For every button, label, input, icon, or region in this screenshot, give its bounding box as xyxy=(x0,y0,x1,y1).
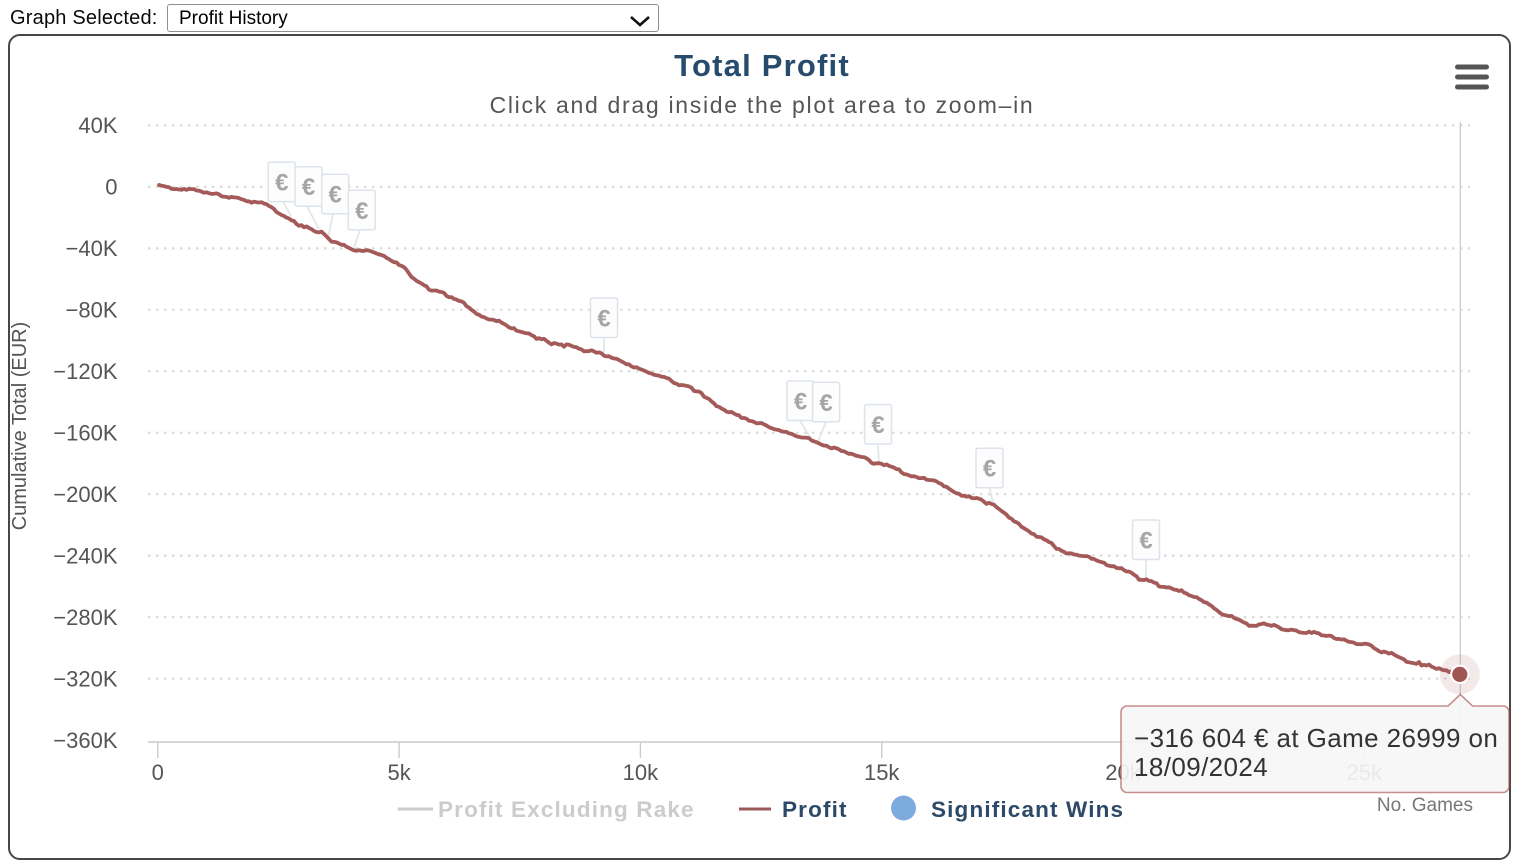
svg-text:−40K: −40K xyxy=(66,236,118,261)
svg-text:€: € xyxy=(1139,527,1152,554)
svg-text:−316 604 € at Game 26999 on: −316 604 € at Game 26999 on xyxy=(1134,723,1498,753)
svg-text:Profit: Profit xyxy=(782,797,848,822)
svg-text:Total Profit: Total Profit xyxy=(674,48,850,83)
svg-text:Cumulative Total (EUR): Cumulative Total (EUR) xyxy=(9,322,31,531)
svg-text:−200K: −200K xyxy=(53,482,118,507)
svg-text:0: 0 xyxy=(105,175,117,200)
svg-text:5k: 5k xyxy=(387,760,411,785)
svg-text:Click and drag inside the plot: Click and drag inside the plot area to z… xyxy=(490,92,1035,118)
svg-text:−240K: −240K xyxy=(53,543,118,568)
svg-text:15k: 15k xyxy=(864,760,900,785)
svg-text:€: € xyxy=(871,412,884,439)
svg-text:€: € xyxy=(794,388,807,415)
svg-text:No. Games: No. Games xyxy=(1377,795,1473,816)
svg-text:−80K: −80K xyxy=(66,298,118,323)
svg-text:€: € xyxy=(275,170,288,197)
svg-text:Profit Excluding Rake: Profit Excluding Rake xyxy=(438,797,695,822)
svg-text:18/09/2024: 18/09/2024 xyxy=(1134,752,1268,782)
svg-text:€: € xyxy=(355,198,368,225)
svg-text:€: € xyxy=(302,174,315,201)
svg-text:−120K: −120K xyxy=(53,359,118,384)
svg-text:Significant Wins: Significant Wins xyxy=(931,797,1124,822)
svg-text:40K: 40K xyxy=(78,113,117,138)
svg-text:€: € xyxy=(597,305,610,332)
svg-text:−360K: −360K xyxy=(53,728,118,753)
svg-text:−160K: −160K xyxy=(53,421,118,446)
svg-text:€: € xyxy=(983,456,996,483)
svg-text:€: € xyxy=(819,390,832,417)
svg-text:€: € xyxy=(329,182,342,209)
svg-text:−280K: −280K xyxy=(53,605,118,630)
svg-text:0: 0 xyxy=(152,760,164,785)
svg-text:−320K: −320K xyxy=(53,666,118,691)
svg-text:10k: 10k xyxy=(623,760,659,785)
